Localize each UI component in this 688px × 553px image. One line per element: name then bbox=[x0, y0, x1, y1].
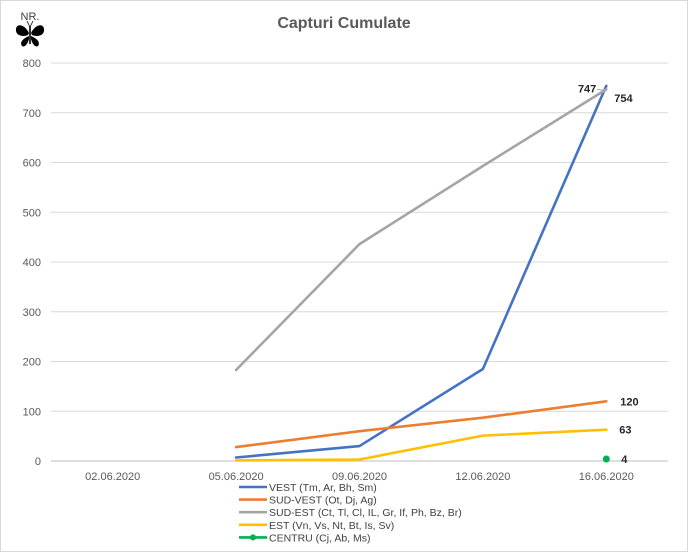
series-lines bbox=[234, 84, 610, 463]
x-tick-label: 02.06.2020 bbox=[85, 471, 140, 483]
y-tick-label: 100 bbox=[23, 406, 41, 418]
legend-entry: SUD-EST (Ct, Tl, Cl, IL, Gr, If, Ph, Bz,… bbox=[269, 507, 462, 519]
y-tick-label: 500 bbox=[23, 207, 41, 219]
series-line bbox=[234, 84, 608, 459]
y-tick-label: 0 bbox=[35, 456, 41, 468]
legend-entry: SUD-VEST (Ot, Dj, Ag) bbox=[269, 495, 377, 507]
data-label: 63 bbox=[619, 425, 631, 437]
chart-title: Capturi Cumulate bbox=[277, 15, 410, 32]
data-label: 120 bbox=[620, 396, 638, 408]
series-line bbox=[234, 88, 608, 372]
y-axis: 0 100 200 300 400 500 600 700 800 bbox=[23, 58, 41, 468]
leader-line bbox=[597, 88, 605, 91]
legend-marker bbox=[250, 534, 256, 541]
x-tick-label: 16.06.2020 bbox=[579, 471, 634, 483]
y-unit-label: NR. bbox=[21, 11, 40, 23]
data-label: 4 bbox=[621, 454, 628, 466]
data-labels: 754 120 747 63 4 bbox=[578, 83, 639, 466]
x-tick-label: 05.06.2020 bbox=[209, 471, 264, 483]
gridlines bbox=[51, 62, 668, 462]
series-marker bbox=[602, 455, 610, 463]
y-tick-label: 700 bbox=[23, 108, 41, 120]
x-tick-label: 09.06.2020 bbox=[332, 471, 387, 483]
legend-entry: EST (Vn, Vs, Nt, Bt, Is, Sv) bbox=[269, 520, 394, 532]
y-tick-label: 600 bbox=[23, 158, 41, 170]
y-tick-label: 400 bbox=[23, 257, 41, 269]
legend-entry: CENTRU (Cj, Ab, Ms) bbox=[269, 532, 371, 544]
x-axis: 02.06.2020 05.06.2020 09.06.2020 12.06.2020… bbox=[85, 471, 634, 483]
x-tick-label: 12.06.2020 bbox=[455, 471, 510, 483]
legend: VEST (Tm, Ar, Bh, Sm)SUD-VEST (Ot, Dj, A… bbox=[239, 482, 462, 544]
y-tick-label: 300 bbox=[23, 307, 41, 319]
legend-entry: VEST (Tm, Ar, Bh, Sm) bbox=[269, 482, 377, 494]
series-line bbox=[234, 428, 608, 462]
data-label: 754 bbox=[614, 93, 633, 105]
data-label: 747 bbox=[578, 83, 596, 95]
y-tick-label: 800 bbox=[23, 58, 41, 70]
butterfly-icon bbox=[15, 20, 45, 47]
series-line bbox=[234, 399, 608, 449]
y-tick-label: 200 bbox=[23, 357, 41, 369]
